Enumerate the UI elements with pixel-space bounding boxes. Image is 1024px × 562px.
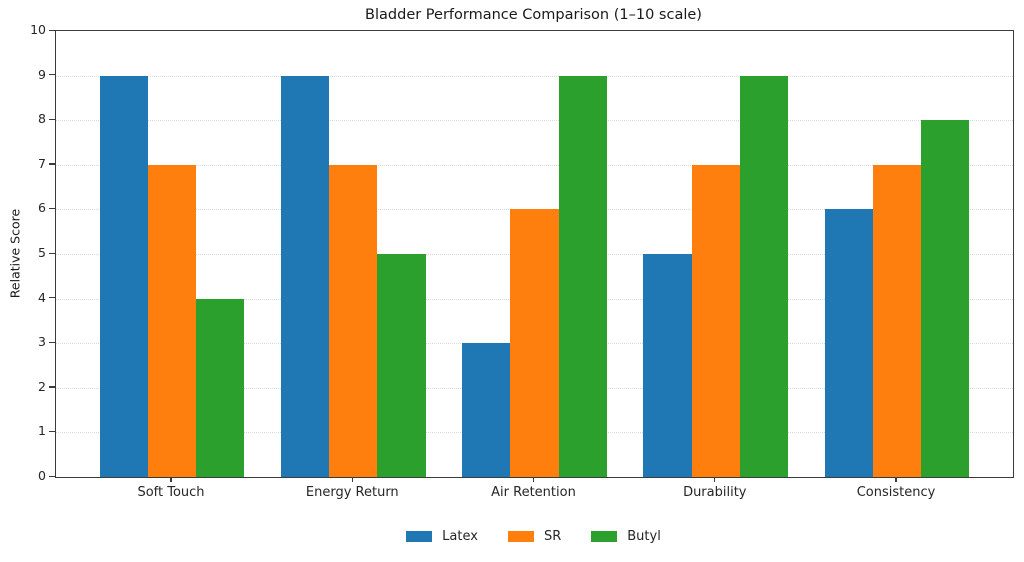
- y-tick-label-3: 3: [38, 334, 46, 350]
- bar-butyl-soft-touch: [196, 298, 245, 477]
- y-tick-9: [49, 74, 55, 76]
- y-tick-label-5: 5: [38, 245, 46, 260]
- y-tick-label-1: 1: [38, 423, 46, 439]
- gridline-y-9: [56, 75, 1013, 77]
- bar-sr-air-retention: [510, 209, 559, 477]
- y-tick-label-7: 7: [38, 155, 46, 171]
- y-tick-6: [49, 207, 55, 210]
- x-tick-label-energy-return: Energy Return: [305, 485, 399, 500]
- x-tick-4: [714, 477, 716, 483]
- legend-label-sr: SR: [543, 529, 562, 544]
- y-tick-label-2: 2: [38, 378, 46, 394]
- x-tick-label-consistency: Consistency: [856, 485, 936, 500]
- x-tick-label-durability: Durability: [683, 485, 747, 500]
- legend-swatch-butyl: [591, 531, 618, 542]
- y-tick-label-4: 4: [38, 289, 46, 305]
- bar-sr-soft-touch: [147, 164, 197, 477]
- chart-title: Bladder Performance Comparison (1–10 sca…: [365, 7, 702, 23]
- y-tick-8: [49, 118, 55, 121]
- y-tick-label-6: 6: [38, 200, 46, 216]
- y-tick-2: [49, 386, 55, 388]
- x-tick-label-air-retention: Air Retention: [491, 485, 576, 500]
- x-tick-2: [351, 477, 353, 483]
- y-tick-7: [49, 163, 55, 165]
- bar-latex-air-retention: [462, 343, 511, 477]
- legend-item-latex: Latex: [406, 529, 478, 544]
- y-tick-3: [49, 341, 55, 344]
- x-tick-5: [895, 477, 897, 483]
- y-tick-1: [49, 430, 55, 433]
- bar-latex-durability: [643, 254, 692, 477]
- y-tick-label-8: 8: [38, 111, 46, 127]
- bar-latex-energy-return: [280, 75, 330, 477]
- y-tick-5: [49, 252, 55, 254]
- y-tick-4: [49, 297, 55, 299]
- legend-item-sr: SR: [507, 529, 562, 544]
- legend-swatch-sr: [507, 531, 534, 542]
- bar-sr-energy-return: [329, 164, 378, 477]
- legend-item-butyl: Butyl: [591, 529, 661, 544]
- gridline-y-8: [56, 120, 1013, 122]
- bar-latex-consistency: [824, 209, 873, 477]
- y-tick-label-10: 10: [30, 22, 46, 37]
- bar-butyl-consistency: [921, 120, 970, 477]
- y-tick-0: [49, 475, 55, 477]
- legend: Latex SR Butyl: [55, 529, 1012, 544]
- legend-label-butyl: Butyl: [627, 529, 661, 544]
- bar-latex-soft-touch: [99, 75, 148, 477]
- bar-butyl-air-retention: [558, 75, 607, 477]
- bar-sr-durability: [691, 164, 740, 477]
- legend-swatch-latex: [406, 531, 433, 542]
- plot-area: [55, 30, 1014, 478]
- x-tick-1: [170, 477, 172, 483]
- bar-butyl-energy-return: [377, 254, 426, 477]
- bar-sr-consistency: [872, 164, 922, 477]
- y-tick-label-9: 9: [38, 66, 46, 82]
- x-tick-label-soft-touch: Soft Touch: [137, 485, 205, 500]
- y-tick-10: [49, 29, 55, 31]
- y-tick-label-0: 0: [38, 468, 46, 483]
- bar-butyl-durability: [739, 75, 789, 477]
- x-tick-3: [532, 477, 535, 483]
- gridline-y-7: [56, 164, 1013, 166]
- legend-label-latex: Latex: [442, 529, 478, 544]
